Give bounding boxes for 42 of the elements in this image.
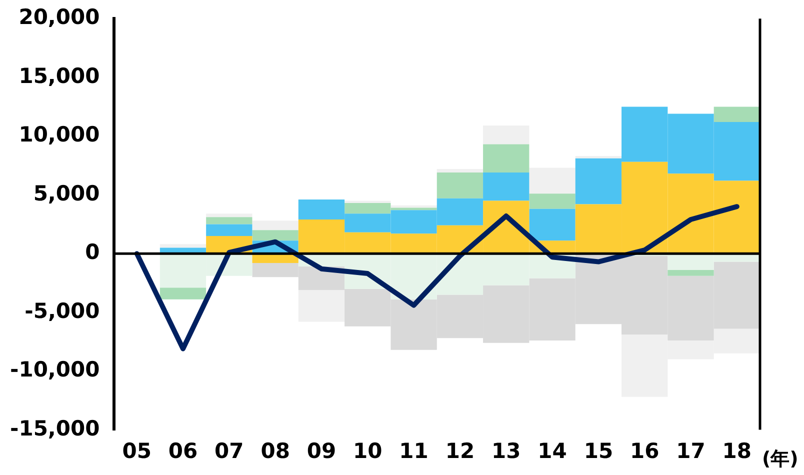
x-tick-label: 09 [306, 438, 336, 463]
y-tick-label: -10,000 [10, 358, 100, 382]
bar [390, 205, 437, 208]
bar [252, 220, 298, 230]
bar [252, 230, 298, 241]
x-tick-label: 13 [492, 438, 521, 463]
bar [436, 172, 484, 198]
y-tick-label: 5,000 [33, 181, 100, 206]
x-tick-label: 11 [399, 438, 428, 463]
x-tick-label: 15 [584, 438, 614, 463]
y-tick-label: -5,000 [24, 298, 100, 323]
x-tick-label: 08 [260, 438, 290, 463]
y-tick-label: -15,000 [10, 416, 100, 440]
bar [529, 168, 576, 194]
x-tick-label: 14 [538, 438, 567, 463]
bar [344, 200, 391, 204]
x-tick-label: 12 [445, 438, 475, 463]
bar [206, 217, 252, 224]
bar [714, 106, 760, 122]
bar [668, 270, 714, 276]
y-tick-label: 10,000 [18, 122, 100, 147]
x-axis-title: (年) [762, 448, 798, 470]
x-tick-label: 17 [676, 438, 706, 463]
bar [206, 214, 252, 218]
bar [483, 144, 530, 173]
bar [160, 244, 206, 248]
bar [160, 288, 206, 300]
x-tick-label: 10 [353, 438, 382, 463]
x-tick-label: 06 [168, 438, 198, 463]
bar [436, 168, 484, 173]
y-tick-label: 15,000 [18, 64, 100, 88]
x-tick-label: 16 [630, 438, 660, 463]
bar [529, 208, 576, 241]
x-tick-label: 07 [214, 438, 244, 463]
y-tick-label: 20,000 [18, 5, 100, 30]
bar [483, 126, 530, 144]
bar [206, 224, 252, 236]
x-tick-label: 05 [122, 438, 152, 463]
bar [529, 194, 576, 209]
bar [298, 290, 345, 322]
y-tick-label: 0 [85, 240, 100, 264]
x-tick-label: 18 [722, 438, 752, 463]
